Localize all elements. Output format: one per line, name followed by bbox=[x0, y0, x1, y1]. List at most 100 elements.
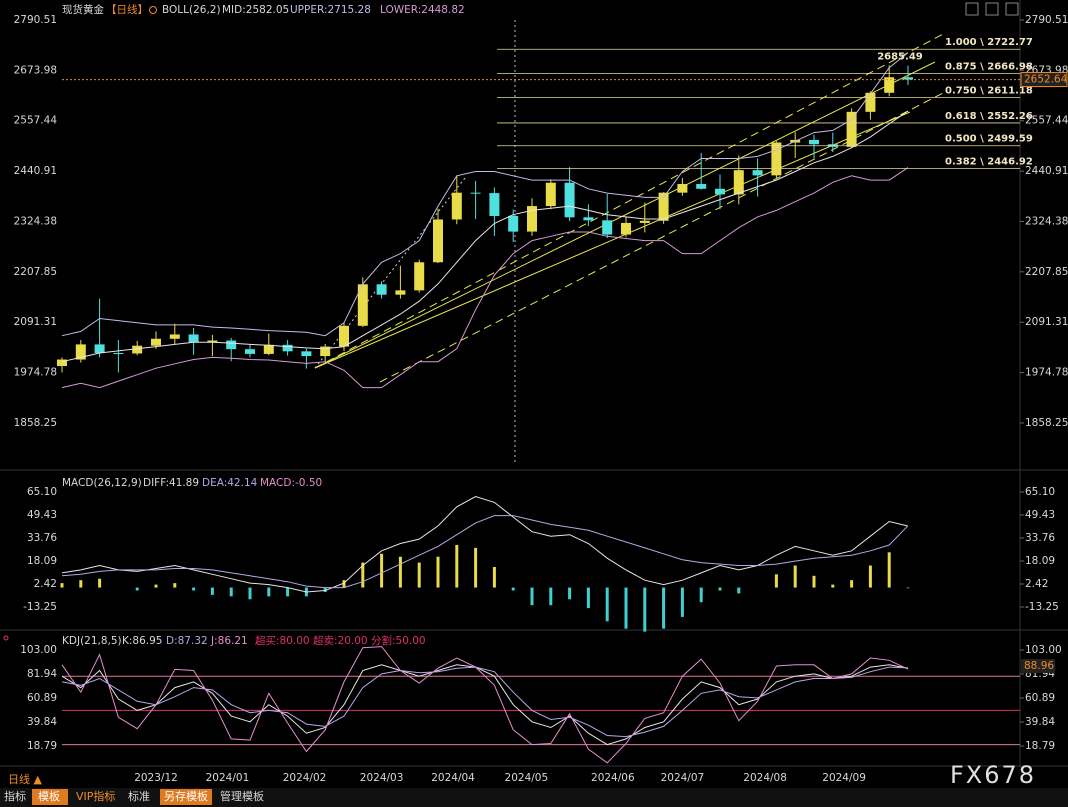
y-tick-label: 2673.98 bbox=[14, 64, 57, 76]
candle-body bbox=[376, 284, 387, 295]
candle-body bbox=[132, 345, 143, 354]
candle-body bbox=[733, 170, 744, 195]
fib-label: 0.382 \ 2446.92 bbox=[945, 156, 1033, 167]
candle-body bbox=[320, 346, 331, 357]
y-tick-label-right: 39.84 bbox=[1025, 716, 1055, 728]
tab-active[interactable] bbox=[32, 789, 68, 805]
marker-label: 88.96 bbox=[1024, 660, 1054, 672]
x-tick-label: 2024/01 bbox=[206, 772, 250, 784]
kdj-line bbox=[61, 646, 909, 764]
watermark: FX678 bbox=[950, 761, 1036, 789]
tab[interactable]: 另存模板 bbox=[164, 789, 208, 803]
y-tick-label-right: 1974.78 bbox=[1025, 367, 1068, 379]
y-tick-label: 103.00 bbox=[20, 644, 57, 656]
candle-body bbox=[207, 340, 218, 343]
y-tick-label-right: 103.00 bbox=[1025, 644, 1062, 656]
panel-icon bbox=[3, 635, 9, 641]
y-tick-label-right: -13.25 bbox=[1025, 601, 1059, 613]
candle-body bbox=[113, 353, 124, 355]
candle-body bbox=[489, 193, 500, 217]
candle-body bbox=[395, 290, 406, 295]
candle-body bbox=[169, 334, 180, 339]
boll-lower: LOWER:2448.82 bbox=[380, 4, 465, 16]
icon[interactable] bbox=[965, 2, 979, 16]
candle-body bbox=[414, 262, 425, 291]
candle-body bbox=[451, 192, 462, 220]
x-tick-label: 2024/09 bbox=[822, 772, 866, 784]
y-tick-label: 2207.85 bbox=[14, 266, 57, 278]
x-tick-label: 2024/05 bbox=[505, 772, 549, 784]
tab[interactable]: 模板 bbox=[38, 789, 60, 803]
x-tick-label: 2024/06 bbox=[591, 772, 635, 784]
y-tick-label: 2324.38 bbox=[14, 215, 57, 227]
settings-icon[interactable] bbox=[149, 6, 157, 14]
toolbar bbox=[0, 788, 1068, 807]
candle-body bbox=[846, 111, 857, 147]
macd-value: MACD:-0.50 bbox=[260, 477, 322, 489]
last-price-box bbox=[1020, 72, 1068, 88]
y-tick-label-right: 2324.38 bbox=[1025, 215, 1068, 227]
kdj-d: D:87.32 bbox=[166, 635, 208, 647]
indicator: BOLL(26,2) bbox=[162, 4, 221, 16]
candle-body bbox=[75, 344, 86, 360]
period: 【日线】 bbox=[106, 3, 148, 16]
tab[interactable]: 管理模板 bbox=[220, 789, 264, 803]
candle-body bbox=[583, 217, 594, 221]
y-tick-label-right: 18.09 bbox=[1025, 555, 1055, 567]
y-tick-label-right: 18.79 bbox=[1025, 740, 1055, 752]
x-tick-label: 2024/04 bbox=[431, 772, 475, 784]
tab[interactable]: 标准 bbox=[128, 789, 150, 803]
kdj-overbought: 超买:80.00 bbox=[255, 634, 310, 647]
kdj-line bbox=[61, 666, 909, 738]
boll-mid: MID:2582.05 bbox=[222, 4, 289, 16]
macd-diff: DIFF:41.89 bbox=[143, 477, 199, 489]
x-tick-label: 2024/08 bbox=[743, 772, 787, 784]
tab[interactable]: VIP指标 bbox=[76, 789, 115, 803]
y-tick-label: 2557.44 bbox=[14, 115, 58, 127]
icon[interactable] bbox=[1005, 2, 1019, 16]
y-tick-label: 60.89 bbox=[27, 692, 57, 704]
candle-body bbox=[508, 216, 519, 232]
macd-line bbox=[61, 515, 909, 589]
icon[interactable] bbox=[985, 2, 999, 16]
candle-body bbox=[226, 340, 237, 350]
candle-body bbox=[527, 206, 537, 232]
fib-label: 0.875 \ 2666.98 bbox=[945, 61, 1033, 72]
y-tick-label-right: 2557.44 bbox=[1025, 115, 1068, 127]
candle-body bbox=[470, 192, 481, 194]
y-tick-label: 2.42 bbox=[34, 578, 57, 590]
kdj-j: J:86.21 bbox=[210, 635, 248, 647]
fib-label: 0.618 \ 2552.26 bbox=[945, 111, 1033, 122]
x-tick-label: 2024/07 bbox=[661, 772, 705, 784]
y-tick-label-right: 2207.85 bbox=[1025, 266, 1068, 278]
y-tick-label-right: 60.89 bbox=[1025, 692, 1055, 704]
high-label: 2685.49 bbox=[877, 51, 923, 62]
period-switch[interactable]: 日线 ▲ bbox=[8, 772, 42, 786]
boll-line bbox=[61, 167, 909, 389]
boll-line bbox=[61, 52, 909, 337]
tab-active[interactable] bbox=[160, 789, 212, 805]
y-tick-label-right: 49.43 bbox=[1025, 509, 1055, 521]
macd-line bbox=[61, 495, 909, 593]
candle-body bbox=[564, 182, 575, 218]
y-tick-label-right: 1858.25 bbox=[1025, 417, 1068, 429]
y-tick-label: 18.79 bbox=[27, 740, 57, 752]
tab[interactable]: 指标 bbox=[4, 789, 26, 803]
candle-body bbox=[245, 349, 255, 354]
candle-body bbox=[357, 284, 368, 326]
candle-body bbox=[282, 344, 293, 352]
y-tick-label: 1858.25 bbox=[14, 417, 57, 429]
kdj-split: 分割:50.00 bbox=[371, 634, 426, 647]
last-price-label: 2652.64 bbox=[1024, 74, 1068, 86]
window-icons bbox=[965, 2, 1019, 16]
x-tick-label: 2023/12 bbox=[134, 772, 178, 784]
x-tick-label: 2024/02 bbox=[283, 772, 327, 784]
y-tick-label: 39.84 bbox=[27, 716, 57, 728]
kdj-title: KDJ(21,8,5) bbox=[62, 635, 122, 647]
y-tick-label: 49.43 bbox=[27, 509, 57, 521]
y-tick-label: 65.10 bbox=[27, 486, 57, 498]
y-tick-label: -13.25 bbox=[23, 601, 57, 613]
symbol: 现货黄金 bbox=[62, 3, 104, 16]
